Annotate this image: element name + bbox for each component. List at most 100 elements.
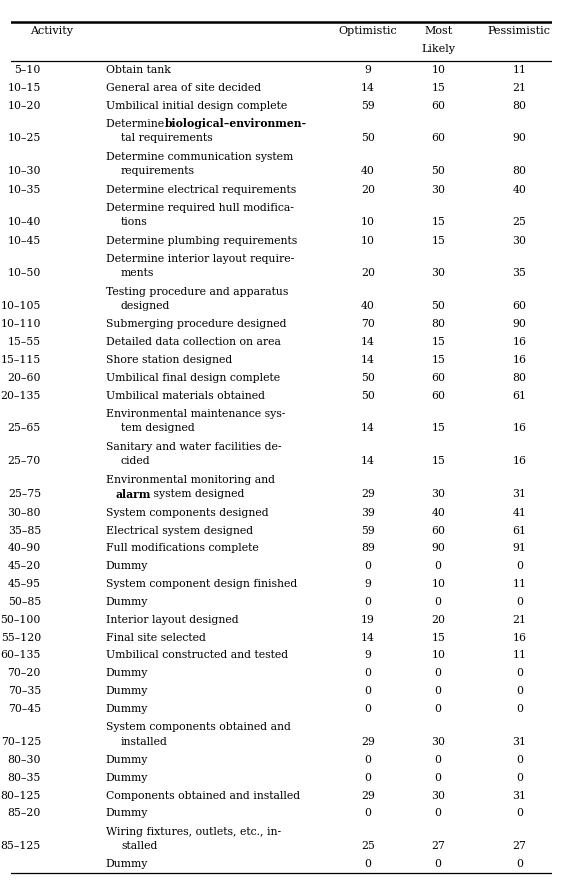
- Text: 20: 20: [361, 185, 375, 195]
- Text: 50–100: 50–100: [1, 614, 41, 625]
- Text: 14: 14: [361, 355, 375, 365]
- Text: 60: 60: [431, 133, 445, 143]
- Text: 9: 9: [364, 651, 372, 661]
- Text: 11: 11: [512, 651, 526, 661]
- Text: 35–85: 35–85: [8, 525, 41, 535]
- Text: 0: 0: [516, 686, 523, 696]
- Text: Pessimistic: Pessimistic: [488, 27, 551, 36]
- Text: 89: 89: [361, 543, 375, 553]
- Text: Determine plumbing requirements: Determine plumbing requirements: [106, 236, 297, 245]
- Text: 39: 39: [361, 508, 375, 517]
- Text: Dummy: Dummy: [106, 808, 148, 819]
- Text: 61: 61: [512, 525, 526, 535]
- Text: 10–30: 10–30: [7, 166, 41, 177]
- Text: 60: 60: [431, 525, 445, 535]
- Text: 70: 70: [361, 319, 375, 330]
- Text: Umbilical initial design complete: Umbilical initial design complete: [106, 100, 287, 111]
- Text: 16: 16: [512, 355, 526, 365]
- Text: 5–10: 5–10: [15, 65, 41, 75]
- Text: 10–50: 10–50: [8, 268, 41, 278]
- Text: 30: 30: [431, 268, 445, 278]
- Text: 0: 0: [364, 669, 372, 678]
- Text: Determine electrical requirements: Determine electrical requirements: [106, 185, 296, 195]
- Text: 0: 0: [364, 686, 372, 696]
- Text: Sanitary and water facilities de-: Sanitary and water facilities de-: [106, 442, 282, 452]
- Text: 29: 29: [361, 490, 375, 500]
- Text: 50: 50: [431, 166, 445, 177]
- Text: 14: 14: [361, 337, 375, 348]
- Text: 15: 15: [431, 83, 445, 93]
- Text: 10: 10: [361, 217, 375, 228]
- Text: 70–125: 70–125: [1, 737, 41, 747]
- Text: 16: 16: [512, 337, 526, 348]
- Text: 15: 15: [431, 217, 445, 228]
- Text: System components designed: System components designed: [106, 508, 269, 517]
- Text: system designed: system designed: [150, 490, 244, 500]
- Text: 20–135: 20–135: [1, 391, 41, 401]
- Text: 40: 40: [512, 185, 526, 195]
- Text: 20–60: 20–60: [7, 372, 41, 383]
- Text: biological–environmen-: biological–environmen-: [165, 118, 307, 130]
- Text: 15: 15: [431, 456, 445, 467]
- Text: Umbilical final design complete: Umbilical final design complete: [106, 372, 280, 383]
- Text: 0: 0: [435, 859, 442, 869]
- Text: 27: 27: [512, 841, 526, 851]
- Text: 29: 29: [361, 737, 375, 747]
- Text: 60: 60: [431, 372, 445, 383]
- Text: 21: 21: [512, 83, 526, 93]
- Text: 35: 35: [512, 268, 526, 278]
- Text: 0: 0: [516, 597, 523, 607]
- Text: Determine interior layout require-: Determine interior layout require-: [106, 253, 294, 264]
- Text: 90: 90: [431, 543, 445, 553]
- Text: alarm: alarm: [116, 489, 151, 500]
- Text: 10–105: 10–105: [1, 301, 41, 311]
- Text: 0: 0: [435, 561, 442, 572]
- Text: 10–20: 10–20: [7, 100, 41, 111]
- Text: 0: 0: [435, 704, 442, 714]
- Text: 85–125: 85–125: [1, 841, 41, 851]
- Text: 80: 80: [512, 166, 526, 177]
- Text: 50: 50: [361, 391, 375, 401]
- Text: 16: 16: [512, 633, 526, 643]
- Text: Dummy: Dummy: [106, 859, 148, 869]
- Text: requirements: requirements: [121, 166, 195, 177]
- Text: Electrical system designed: Electrical system designed: [106, 525, 253, 535]
- Text: 70–45: 70–45: [8, 704, 41, 714]
- Text: stalled: stalled: [121, 841, 157, 851]
- Text: 0: 0: [435, 808, 442, 819]
- Text: tal requirements: tal requirements: [121, 133, 213, 143]
- Text: tions: tions: [121, 217, 148, 228]
- Text: 10: 10: [431, 579, 445, 589]
- Text: 0: 0: [364, 859, 372, 869]
- Text: 61: 61: [512, 391, 526, 401]
- Text: 0: 0: [435, 773, 442, 782]
- Text: Most: Most: [424, 27, 452, 36]
- Text: 60: 60: [512, 301, 526, 311]
- Text: 10: 10: [431, 65, 445, 75]
- Text: 85–20: 85–20: [8, 808, 41, 819]
- Text: Optimistic: Optimistic: [338, 27, 397, 36]
- Text: 59: 59: [361, 525, 375, 535]
- Text: Environmental monitoring and: Environmental monitoring and: [106, 475, 275, 485]
- Text: 45–95: 45–95: [8, 579, 41, 589]
- Text: cided: cided: [121, 456, 150, 467]
- Text: 0: 0: [516, 755, 523, 765]
- Text: 25–75: 25–75: [8, 490, 41, 500]
- Text: 15–115: 15–115: [1, 355, 41, 365]
- Text: 10–15: 10–15: [8, 83, 41, 93]
- Text: ments: ments: [121, 268, 154, 278]
- Text: Determine required hull modifica-: Determine required hull modifica-: [106, 203, 294, 212]
- Text: 27: 27: [431, 841, 445, 851]
- Text: 80–30: 80–30: [7, 755, 41, 765]
- Text: 14: 14: [361, 456, 375, 467]
- Text: 30: 30: [431, 490, 445, 500]
- Text: 10–25: 10–25: [8, 133, 41, 143]
- Text: Determine: Determine: [106, 119, 167, 129]
- Text: 15: 15: [431, 236, 445, 245]
- Text: 31: 31: [512, 737, 526, 747]
- Text: 0: 0: [516, 669, 523, 678]
- Text: 25: 25: [361, 841, 375, 851]
- Text: 0: 0: [364, 704, 372, 714]
- Text: Dummy: Dummy: [106, 773, 148, 782]
- Text: Activity: Activity: [30, 27, 73, 36]
